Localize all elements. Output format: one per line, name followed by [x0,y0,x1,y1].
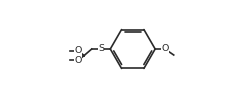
Text: O: O [161,44,169,54]
Text: O: O [74,56,82,65]
Text: S: S [98,44,104,54]
Text: O: O [74,46,82,55]
